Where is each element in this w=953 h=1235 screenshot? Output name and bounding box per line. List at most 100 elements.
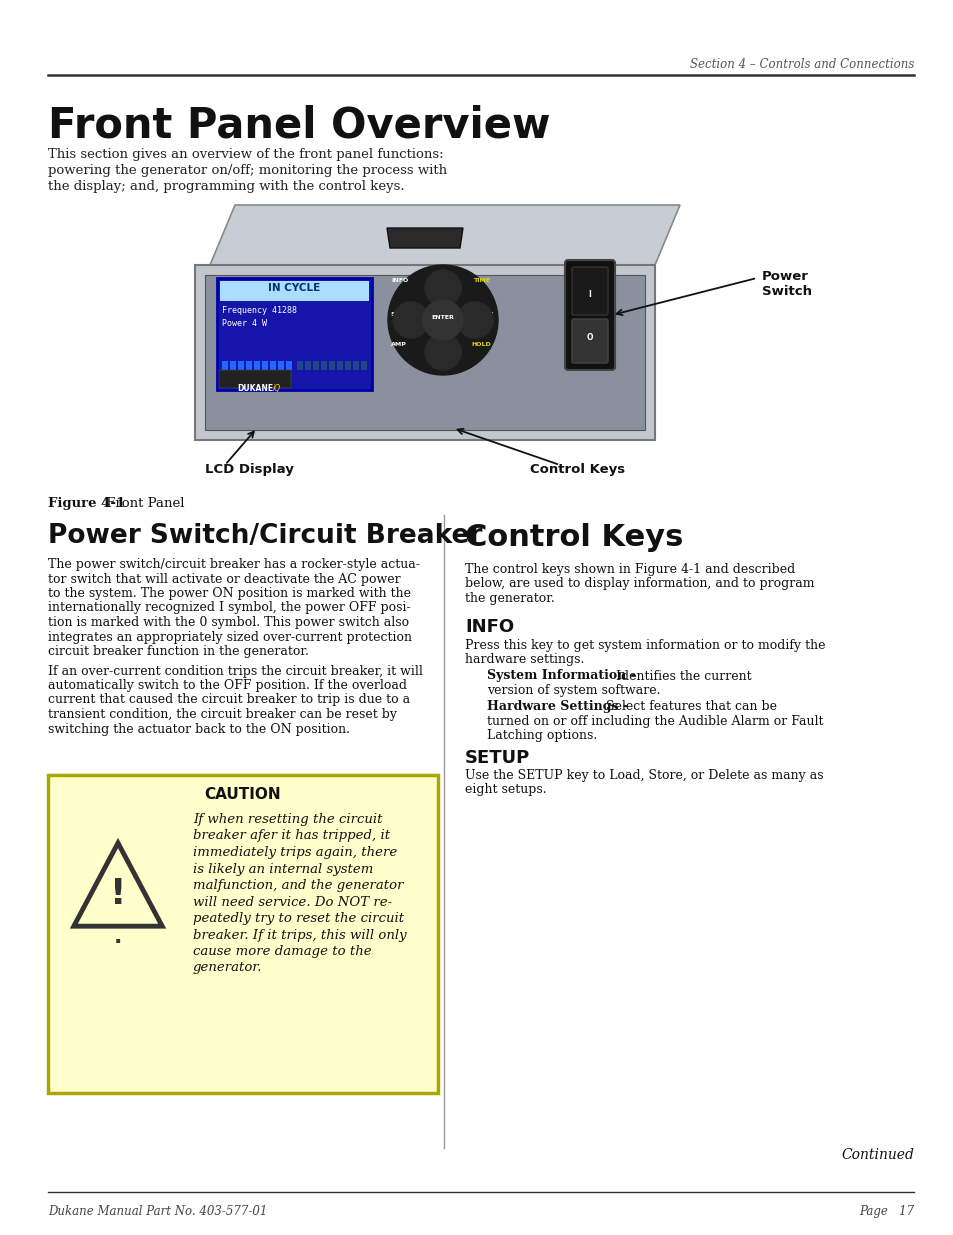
- Text: Use the SETUP key to Load, Store, or Delete as many as: Use the SETUP key to Load, Store, or Del…: [464, 769, 822, 782]
- Text: ENERGY: ENERGY: [464, 312, 493, 317]
- Circle shape: [424, 270, 460, 306]
- Bar: [360, 361, 367, 370]
- Text: the display; and, programming with the control keys.: the display; and, programming with the c…: [48, 180, 404, 193]
- Text: the generator.: the generator.: [464, 592, 554, 605]
- Bar: [253, 361, 260, 370]
- Polygon shape: [73, 844, 162, 926]
- Bar: [313, 361, 318, 370]
- Text: tor switch that will activate or deactivate the AC power: tor switch that will activate or deactiv…: [48, 573, 400, 585]
- Bar: [336, 361, 343, 370]
- Text: internationally recognized I symbol, the power OFF posi-: internationally recognized I symbol, the…: [48, 601, 410, 615]
- FancyBboxPatch shape: [564, 261, 615, 370]
- Bar: [305, 361, 311, 370]
- Text: I: I: [588, 290, 591, 299]
- Text: HOLD: HOLD: [471, 342, 490, 347]
- Text: Latching options.: Latching options.: [486, 729, 597, 742]
- Text: Page   17: Page 17: [858, 1205, 913, 1218]
- Text: integrates an appropriately sized over-current protection: integrates an appropriately sized over-c…: [48, 631, 412, 643]
- FancyBboxPatch shape: [572, 319, 607, 363]
- Circle shape: [456, 303, 493, 338]
- Text: Control Keys: Control Keys: [530, 463, 624, 475]
- Bar: [277, 361, 284, 370]
- Text: Power 4 W: Power 4 W: [222, 319, 267, 329]
- FancyBboxPatch shape: [216, 278, 372, 390]
- Text: TIME: TIME: [473, 278, 490, 283]
- Circle shape: [393, 303, 429, 338]
- Text: Continued: Continued: [841, 1149, 913, 1162]
- Bar: [222, 361, 228, 370]
- Text: transient condition, the circuit breaker can be reset by: transient condition, the circuit breaker…: [48, 708, 396, 721]
- Text: Section 4 – Controls and Connections: Section 4 – Controls and Connections: [689, 58, 913, 70]
- Text: tion is marked with the 0 symbol. This power switch also: tion is marked with the 0 symbol. This p…: [48, 616, 409, 629]
- Text: INFO: INFO: [464, 619, 514, 636]
- Text: Power Switch/Circuit Breaker: Power Switch/Circuit Breaker: [48, 522, 482, 550]
- Text: breaker. If it trips, this will only: breaker. If it trips, this will only: [193, 929, 406, 941]
- Text: .: .: [113, 927, 122, 947]
- Text: LCD Display: LCD Display: [205, 463, 294, 475]
- FancyBboxPatch shape: [194, 266, 655, 440]
- Text: Frequency 41288: Frequency 41288: [222, 306, 296, 315]
- Text: IN CYCLE: IN CYCLE: [268, 283, 320, 293]
- Text: will need service. Do NOT re-: will need service. Do NOT re-: [193, 895, 392, 909]
- Text: SETUP: SETUP: [391, 312, 414, 317]
- Bar: [286, 361, 292, 370]
- Text: cause more damage to the: cause more damage to the: [193, 945, 372, 958]
- Text: DUKANE: DUKANE: [236, 384, 273, 393]
- Circle shape: [422, 300, 462, 340]
- Text: AMP: AMP: [391, 342, 406, 347]
- Text: generator.: generator.: [193, 962, 262, 974]
- FancyBboxPatch shape: [572, 267, 607, 315]
- Text: CAUTION: CAUTION: [205, 787, 281, 802]
- Text: below, are used to display information, and to program: below, are used to display information, …: [464, 578, 814, 590]
- Text: Figure 4-1: Figure 4-1: [48, 496, 125, 510]
- Text: turned on or off including the Audible Alarm or Fault: turned on or off including the Audible A…: [486, 715, 822, 727]
- Circle shape: [424, 333, 460, 370]
- Text: Hardware Settings -: Hardware Settings -: [486, 700, 627, 713]
- Text: hardware settings.: hardware settings.: [464, 653, 584, 666]
- Bar: [237, 361, 244, 370]
- Text: circuit breaker function in the generator.: circuit breaker function in the generato…: [48, 645, 309, 658]
- Text: INFO: INFO: [391, 278, 408, 283]
- Bar: [230, 361, 235, 370]
- FancyBboxPatch shape: [219, 370, 291, 388]
- Text: powering the generator on/off; monitoring the process with: powering the generator on/off; monitorin…: [48, 164, 447, 177]
- Text: This section gives an overview of the front panel functions:: This section gives an overview of the fr…: [48, 148, 443, 161]
- Text: current that caused the circuit breaker to trip is due to a: current that caused the circuit breaker …: [48, 694, 410, 706]
- Polygon shape: [210, 205, 679, 266]
- Bar: [329, 361, 335, 370]
- Text: Identifies the current: Identifies the current: [612, 669, 751, 683]
- Text: version of system software.: version of system software.: [486, 684, 659, 697]
- Text: to the system. The power ON position is marked with the: to the system. The power ON position is …: [48, 587, 411, 600]
- Text: ENTER: ENTER: [431, 315, 454, 320]
- Text: SETUP: SETUP: [464, 748, 530, 767]
- Text: The power switch/circuit breaker has a rocker-style actua-: The power switch/circuit breaker has a r…: [48, 558, 419, 571]
- Text: Power: Power: [761, 270, 808, 283]
- Text: Press this key to get system information or to modify the: Press this key to get system information…: [464, 638, 824, 652]
- Text: Control Keys: Control Keys: [464, 522, 682, 552]
- Text: malfunction, and the generator: malfunction, and the generator: [193, 879, 403, 892]
- Bar: [345, 361, 351, 370]
- Text: breaker afer it has tripped, it: breaker afer it has tripped, it: [193, 830, 390, 842]
- Text: O: O: [586, 333, 593, 342]
- Bar: [296, 361, 303, 370]
- Text: The control keys shown in Figure 4-1 and described: The control keys shown in Figure 4-1 and…: [464, 563, 795, 576]
- Text: If when resetting the circuit: If when resetting the circuit: [193, 813, 382, 826]
- FancyBboxPatch shape: [220, 282, 369, 301]
- Bar: [246, 361, 252, 370]
- Circle shape: [388, 266, 497, 375]
- Bar: [353, 361, 358, 370]
- Bar: [270, 361, 275, 370]
- Text: !: !: [110, 877, 126, 911]
- Text: automatically switch to the OFF position. If the overload: automatically switch to the OFF position…: [48, 679, 407, 692]
- Text: peatedly try to reset the circuit: peatedly try to reset the circuit: [193, 911, 404, 925]
- Polygon shape: [387, 228, 462, 248]
- Text: is likely an internal system: is likely an internal system: [193, 862, 373, 876]
- Text: immediately trips again, there: immediately trips again, there: [193, 846, 396, 860]
- Text: Dukane Manual Part No. 403-577-01: Dukane Manual Part No. 403-577-01: [48, 1205, 267, 1218]
- Text: iQ: iQ: [273, 384, 281, 393]
- Text: eight setups.: eight setups.: [464, 783, 546, 797]
- Text: Select features that can be: Select features that can be: [601, 700, 776, 713]
- Text: If an over-current condition trips the circuit breaker, it will: If an over-current condition trips the c…: [48, 664, 422, 678]
- Bar: [262, 361, 268, 370]
- Text: System Information -: System Information -: [486, 669, 635, 683]
